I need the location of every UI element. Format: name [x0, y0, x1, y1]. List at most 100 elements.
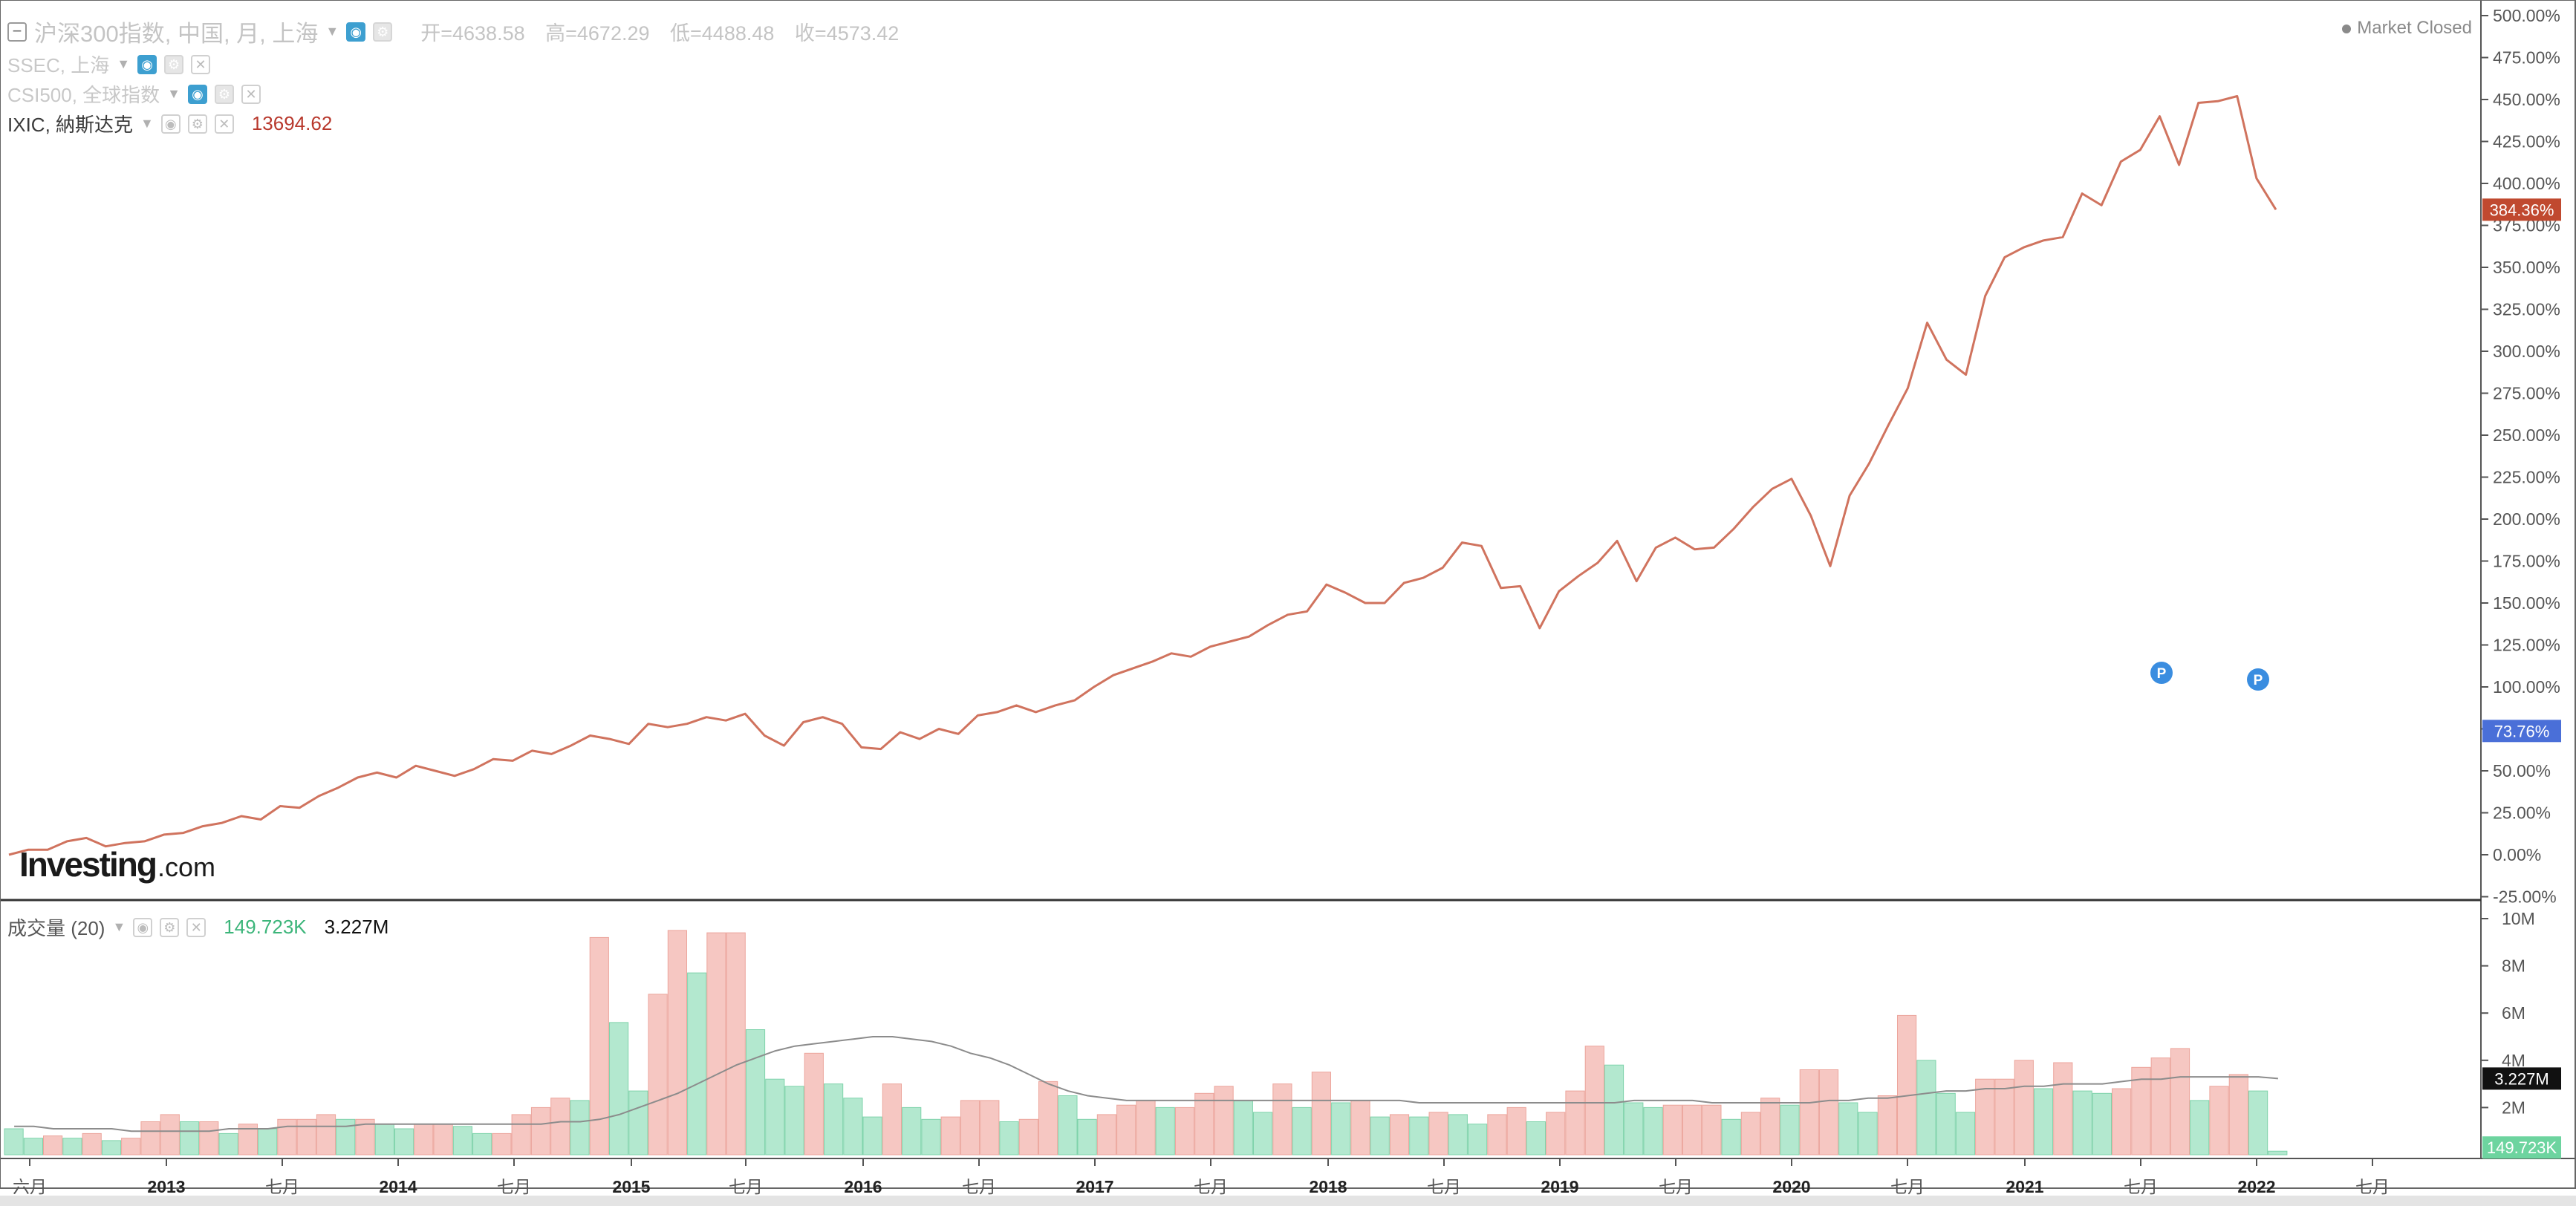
x-tick-label: 七月: [2124, 1177, 2158, 1196]
gear-icon[interactable]: ⚙: [215, 84, 234, 104]
close-icon[interactable]: ✕: [191, 54, 211, 74]
p-marker[interactable]: P: [2150, 662, 2173, 684]
gear-icon[interactable]: ⚙: [160, 917, 180, 937]
volume-bar: [706, 932, 726, 1156]
chevron-down-icon[interactable]: ▼: [117, 56, 131, 71]
volume-bar: [2248, 1090, 2268, 1156]
volume-bar: [589, 936, 609, 1156]
volume-bar: [843, 1098, 863, 1156]
volume-bar: [140, 1121, 160, 1156]
y-tick-label: 0.00%: [2493, 845, 2541, 864]
main-symbol-title[interactable]: 沪深300指数, 中国, 月, 上海: [34, 21, 319, 47]
gear-icon[interactable]: ⚙: [187, 114, 207, 134]
x-tick-label: 2016: [844, 1177, 882, 1196]
eye-icon[interactable]: ◉: [133, 917, 153, 937]
volume-ma-badge-text: 3.227M: [2494, 1069, 2549, 1088]
volume-bar: [1311, 1072, 1332, 1156]
eye-icon[interactable]: ◉: [160, 114, 180, 134]
volume-bar: [492, 1132, 512, 1156]
volume-bar: [824, 1083, 844, 1156]
volume-legend: 成交量 (20) ▼ ◉ ⚙ ✕ 149.723K 3.227M: [7, 913, 388, 941]
close-icon[interactable]: ✕: [214, 114, 234, 134]
overlay-legend-ssec: SSEC, 上海 ▼ ◉ ⚙ ✕: [7, 50, 211, 78]
x-tick-label: 2022: [2237, 1177, 2275, 1196]
volume-bar: [433, 1124, 453, 1156]
volume-bar: [258, 1128, 278, 1156]
volume-tick-label: 8M: [2502, 956, 2525, 976]
close-icon[interactable]: ✕: [186, 917, 206, 937]
volume-bars: [4, 930, 2288, 1156]
y-tick-label: -25.00%: [2493, 887, 2557, 907]
volume-bar: [472, 1132, 492, 1156]
volume-bar: [1565, 1090, 1585, 1156]
volume-bar: [1233, 1100, 1253, 1156]
volume-bar: [2033, 1088, 2054, 1156]
time-axis-ticks: 六月 2013 七月 2014 七月 2015 七月 2016 七月 2017 七月 2018 七月 20…: [13, 1158, 2390, 1196]
chevron-down-icon[interactable]: ▼: [112, 919, 126, 934]
volume-bar: [882, 1083, 902, 1156]
volume-bar: [1877, 1095, 1898, 1156]
overlay-value-ixic: 13694.62: [251, 112, 333, 134]
blue-series-badge: 73.76%: [2482, 720, 2561, 743]
volume-bar: [1350, 1100, 1370, 1156]
volume-ma-badge-box: [2482, 1067, 2561, 1090]
volume-bar: [902, 1106, 922, 1156]
overlay-label-ssec[interactable]: SSEC, 上海: [7, 54, 110, 76]
close-icon[interactable]: ✕: [241, 84, 261, 104]
eye-icon[interactable]: ◉: [346, 22, 366, 42]
eye-icon[interactable]: ◉: [137, 54, 157, 74]
volume-tick-label: 6M: [2502, 1003, 2525, 1023]
p-marker-label: P: [2254, 673, 2263, 688]
y-tick-label: 125.00%: [2493, 636, 2560, 655]
volume-value-ma: 3.227M: [324, 916, 389, 938]
overlay-label-csi500[interactable]: CSI500, 全球指数: [7, 84, 160, 106]
overlay-label-ixic[interactable]: IXIC, 納斯达克: [7, 114, 134, 136]
volume-bar: [570, 1100, 590, 1156]
chevron-down-icon[interactable]: ▼: [140, 116, 154, 131]
collapse-icon[interactable]: −: [7, 22, 27, 42]
overlay-legend-csi500: CSI500, 全球指数 ▼ ◉ ⚙ ✕: [7, 80, 261, 108]
volume-bar: [62, 1138, 82, 1156]
volume-bar: [745, 1029, 766, 1156]
volume-bar: [43, 1135, 63, 1156]
volume-bar: [1955, 1112, 1976, 1156]
volume-bar: [1292, 1106, 1312, 1156]
volume-bar: [2268, 1150, 2288, 1156]
eye-icon[interactable]: ◉: [188, 84, 207, 104]
volume-bar: [452, 1126, 472, 1156]
chevron-down-icon[interactable]: ▼: [325, 24, 339, 39]
volume-bar: [2092, 1092, 2112, 1156]
volume-bar: [1526, 1121, 1546, 1156]
volume-bar: [940, 1116, 960, 1156]
volume-label[interactable]: 成交量 (20): [7, 917, 105, 939]
volume-bar: [1468, 1124, 1488, 1156]
p-marker[interactable]: P: [2247, 668, 2269, 691]
gear-icon[interactable]: ⚙: [164, 54, 184, 74]
volume-bar: [1116, 1104, 1136, 1156]
volume-ma-badge: 3.227M: [2482, 1067, 2561, 1090]
volume-bar: [316, 1114, 336, 1156]
volume-bar: [1096, 1114, 1117, 1156]
y-tick-label: 425.00%: [2493, 132, 2560, 151]
volume-bar: [1253, 1112, 1273, 1156]
chevron-down-icon[interactable]: ▼: [167, 86, 180, 101]
gear-icon[interactable]: ⚙: [373, 22, 393, 42]
ixic-price-badge-box: [2482, 198, 2561, 221]
x-tick-label: 七月: [2355, 1177, 2390, 1196]
volume-bar: [1546, 1112, 1566, 1156]
volume-bar: [1584, 1046, 1604, 1156]
volume-bar: [999, 1121, 1019, 1156]
volume-bar: [804, 1052, 824, 1156]
volume-bar: [1975, 1078, 1995, 1156]
volume-bar: [1721, 1118, 1741, 1156]
volume-last-badge-box: [2482, 1136, 2561, 1159]
volume-value-last: 149.723K: [224, 916, 307, 938]
volume-bar: [1136, 1100, 1156, 1156]
y-tick-label: 450.00%: [2493, 90, 2560, 109]
ohlc-values: 开=4638.58 高=4672.29 低=4488.48 收=4573.42: [420, 17, 914, 46]
volume-bar: [1604, 1064, 1624, 1156]
volume-bar: [1897, 1014, 1917, 1156]
price-line: [8, 95, 2277, 856]
volume-bar: [1409, 1116, 1429, 1156]
volume-bar: [1760, 1098, 1780, 1156]
